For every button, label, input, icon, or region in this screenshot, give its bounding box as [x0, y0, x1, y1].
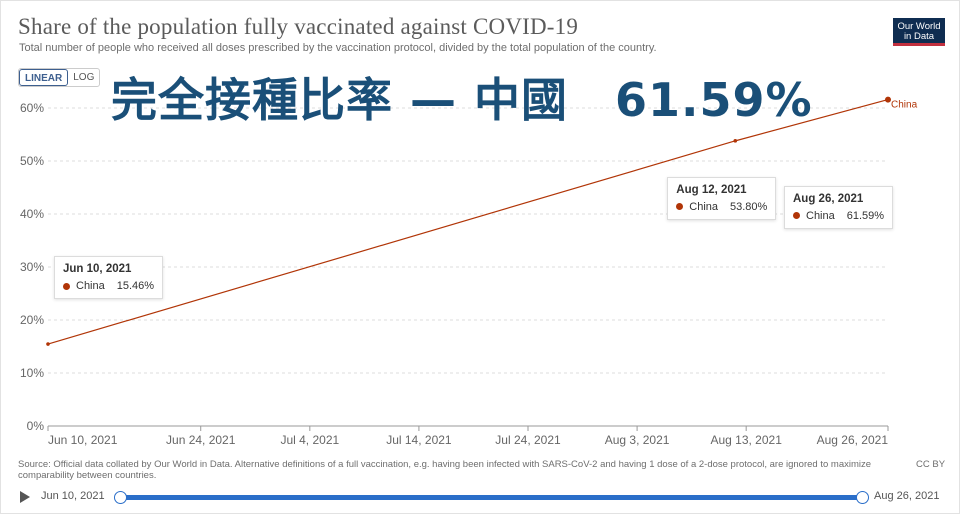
timeline-start-handle[interactable]	[114, 491, 127, 504]
y-tick-label-5: 50%	[20, 154, 44, 168]
series-dot-icon	[63, 282, 70, 290]
chart-title: Share of the population fully vaccinated…	[18, 14, 579, 39]
owid-logo[interactable]: Our World in Data	[893, 18, 945, 46]
tooltip-row: China 15.46%	[63, 280, 154, 292]
tooltip-date: Jun 10, 2021	[63, 263, 132, 276]
series-label-china: China	[891, 100, 918, 111]
series-dot-icon	[676, 203, 684, 211]
timeline-end-handle[interactable]	[856, 491, 869, 504]
y-tick-label-4: 40%	[20, 207, 44, 221]
x-tick-label-6: Aug 13, 2021	[710, 433, 782, 447]
x-tick-label-3: Jul 14, 2021	[386, 433, 452, 447]
y-axis-ticks: 0% 10% 20% 30% 40% 50% 60%	[20, 101, 44, 433]
x-tick-label-1: Jun 24, 2021	[166, 433, 236, 447]
y-tick-label-3: 30%	[20, 260, 44, 274]
tooltip-row: China 61.59%	[793, 210, 884, 222]
linear-scale-button[interactable]: LINEAR	[19, 69, 69, 86]
data-point-1	[733, 139, 738, 143]
timeline-track[interactable]	[120, 495, 862, 500]
x-tick-label-5: Aug 3, 2021	[605, 433, 670, 447]
data-point-2	[885, 96, 891, 103]
y-tick-label-2: 20%	[20, 313, 44, 327]
tooltip-1: Aug 12, 2021 China 53.80%	[667, 176, 777, 220]
chart-subtitle: Total number of people who received all …	[19, 42, 657, 54]
x-tick-label-7: Aug 26, 2021	[817, 433, 889, 447]
overlay-caption: 完全接種比率 — 中國 61.59%	[111, 73, 813, 127]
tooltip-value: 15.46%	[116, 280, 155, 293]
logo-line-1: Our World	[897, 21, 941, 32]
series-china: China	[46, 96, 918, 346]
logo-line-2: in Data	[903, 31, 935, 42]
x-tick-label-4: Jul 24, 2021	[495, 433, 561, 447]
tooltip-value: 53.80%	[730, 200, 768, 213]
y-tick-label-6: 60%	[20, 101, 44, 115]
scale-toggle: LINEAR LOG	[18, 68, 101, 87]
y-tick-label-1: 10%	[20, 366, 44, 380]
tooltip-row: China 53.80%	[676, 201, 767, 213]
tooltip-country: China	[689, 200, 719, 213]
y-tick-label-0: 0%	[27, 419, 45, 433]
play-icon[interactable]	[20, 491, 30, 503]
license-link[interactable]: CC BY	[916, 459, 946, 470]
x-axis: Jun 10, 2021 Jun 24, 2021 Jul 4, 2021 Jul 1…	[47, 425, 889, 447]
tooltip-country: China	[76, 280, 105, 293]
tooltip-0: Jun 10, 2021 China 15.46%	[54, 256, 164, 300]
timeline-start-label: Jun 10, 2021	[41, 490, 105, 502]
source-note: Source: Official data collated by Our Wo…	[18, 459, 872, 481]
tooltip-2: Aug 26, 2021 China 61.59%	[784, 185, 894, 229]
timeline-end-label: Aug 26, 2021	[874, 490, 940, 502]
tooltip-country: China	[806, 209, 835, 222]
x-tick-label-2: Jul 4, 2021	[280, 433, 339, 447]
timeline: Jun 10, 2021 Aug 26, 2021	[0, 486, 960, 508]
tooltip-date: Aug 12, 2021	[676, 183, 747, 196]
tooltip-value: 61.59%	[846, 209, 885, 222]
series-dot-icon	[793, 212, 800, 220]
log-scale-button[interactable]: LOG	[73, 72, 95, 83]
tooltip-date: Aug 26, 2021	[793, 192, 864, 205]
data-point-0	[46, 342, 50, 346]
series-line-0	[47, 98, 889, 345]
gridlines	[48, 107, 888, 374]
x-tick-label-0: Jun 10, 2021	[48, 433, 118, 447]
